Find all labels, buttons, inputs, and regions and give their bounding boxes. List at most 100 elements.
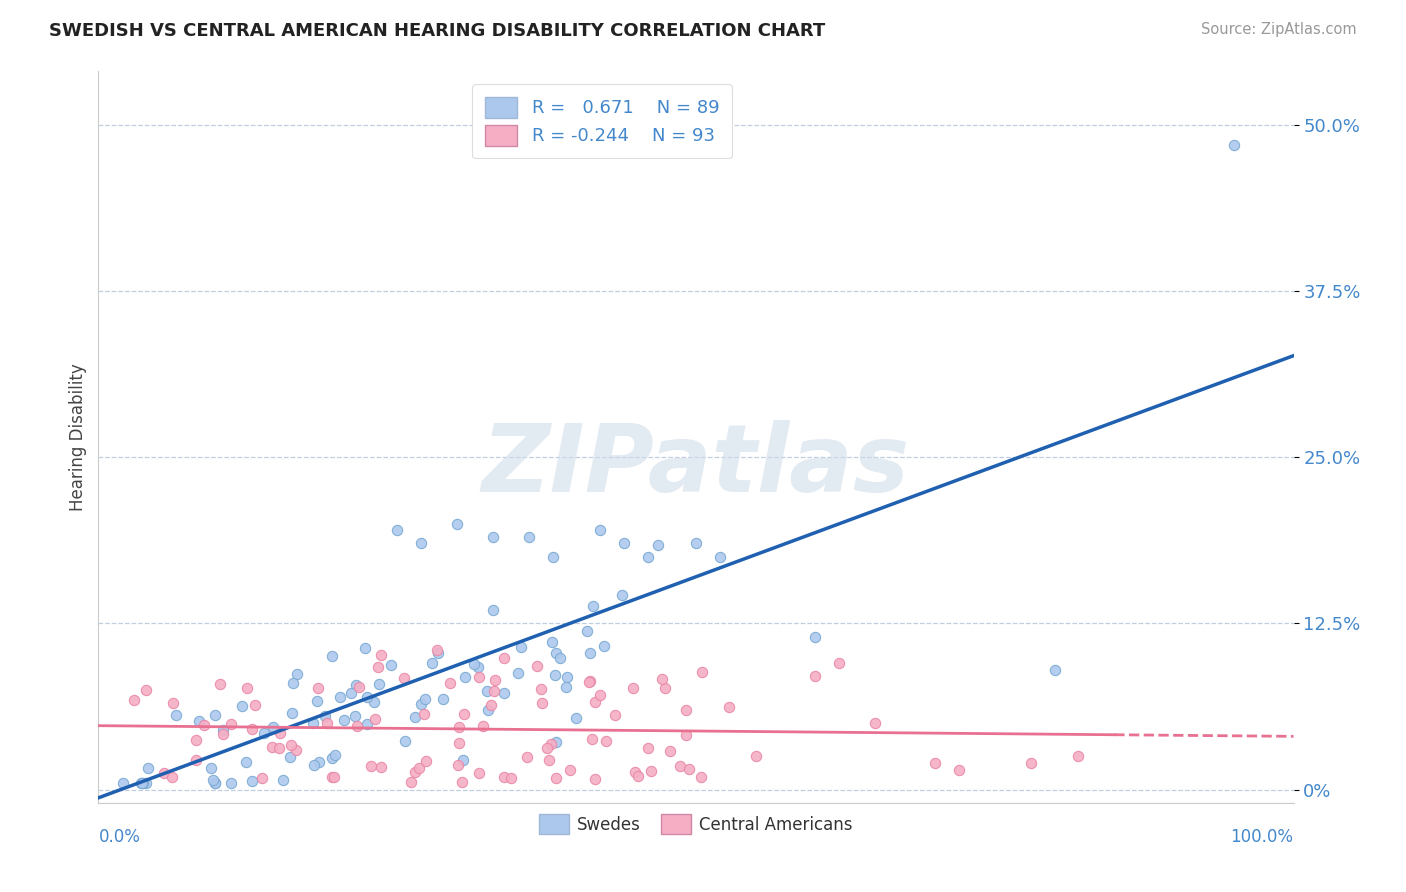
Point xyxy=(690,771,713,785)
Point xyxy=(136,760,159,774)
Point xyxy=(828,656,851,670)
Point xyxy=(273,773,295,788)
Point xyxy=(501,771,523,785)
Point xyxy=(212,723,235,737)
Point xyxy=(637,549,659,564)
Point xyxy=(280,738,302,752)
Point xyxy=(517,530,540,544)
Point xyxy=(427,646,450,660)
Point xyxy=(530,681,553,696)
Point xyxy=(481,530,505,544)
Point xyxy=(278,749,301,764)
Legend: Swedes, Central Americans: Swedes, Central Americans xyxy=(530,806,862,842)
Point xyxy=(370,760,392,774)
Point xyxy=(253,726,276,740)
Point xyxy=(411,697,433,711)
Point xyxy=(193,718,215,732)
Point xyxy=(482,684,505,698)
Point xyxy=(411,536,433,550)
Point xyxy=(595,734,617,748)
Point xyxy=(484,673,506,687)
Point xyxy=(404,710,426,724)
Point xyxy=(530,696,553,710)
Point xyxy=(589,523,612,537)
Point xyxy=(555,670,578,684)
Point xyxy=(321,770,343,784)
Text: 100.0%: 100.0% xyxy=(1230,828,1294,846)
Point xyxy=(250,771,273,785)
Point xyxy=(510,640,533,655)
Point xyxy=(804,669,827,683)
Point xyxy=(285,743,308,757)
Point xyxy=(356,717,378,731)
Point xyxy=(360,758,382,772)
Point xyxy=(235,755,257,769)
Point xyxy=(468,766,491,780)
Point xyxy=(321,751,343,765)
Point xyxy=(204,776,226,790)
Point xyxy=(626,769,648,783)
Point xyxy=(219,776,242,790)
Point xyxy=(267,740,290,755)
Point xyxy=(347,680,370,694)
Point xyxy=(439,676,461,690)
Point xyxy=(453,707,475,722)
Point xyxy=(678,762,700,776)
Point xyxy=(506,665,529,680)
Point xyxy=(446,516,468,531)
Point xyxy=(129,776,152,790)
Point xyxy=(583,695,606,709)
Point xyxy=(565,711,588,725)
Point xyxy=(302,758,325,772)
Point xyxy=(709,549,731,564)
Point xyxy=(576,624,599,638)
Point xyxy=(186,732,208,747)
Text: SWEDISH VS CENTRAL AMERICAN HEARING DISABILITY CORRELATION CHART: SWEDISH VS CENTRAL AMERICAN HEARING DISA… xyxy=(49,22,825,40)
Text: Source: ZipAtlas.com: Source: ZipAtlas.com xyxy=(1201,22,1357,37)
Point xyxy=(475,684,498,698)
Point xyxy=(308,756,330,770)
Point xyxy=(593,639,616,653)
Point xyxy=(690,665,713,679)
Point xyxy=(187,714,209,728)
Point xyxy=(481,603,503,617)
Point xyxy=(131,776,153,790)
Point xyxy=(329,690,352,704)
Point xyxy=(451,753,474,767)
Point xyxy=(651,673,673,687)
Point xyxy=(675,703,697,717)
Point xyxy=(647,538,669,552)
Point xyxy=(550,650,572,665)
Point xyxy=(454,670,477,684)
Point xyxy=(621,681,644,695)
Point xyxy=(544,734,567,748)
Point xyxy=(669,759,692,773)
Point xyxy=(467,660,489,674)
Point xyxy=(135,776,157,790)
Point xyxy=(413,692,436,706)
Point xyxy=(204,776,226,790)
Point xyxy=(301,716,323,731)
Point xyxy=(526,658,548,673)
Point xyxy=(346,718,368,732)
Point xyxy=(356,690,378,705)
Point xyxy=(111,776,134,790)
Point xyxy=(285,667,308,681)
Y-axis label: Hearing Disability: Hearing Disability xyxy=(69,363,87,511)
Point xyxy=(537,753,560,767)
Point xyxy=(516,749,538,764)
Point xyxy=(613,536,636,550)
Point xyxy=(948,763,970,777)
Point xyxy=(408,760,430,774)
Point xyxy=(160,770,183,784)
Point xyxy=(344,708,367,723)
Point xyxy=(588,688,610,702)
Point xyxy=(578,675,600,690)
Point xyxy=(122,693,145,707)
Point xyxy=(463,657,485,672)
Point xyxy=(307,681,329,695)
Point xyxy=(262,721,284,735)
Point xyxy=(1043,663,1066,677)
Point xyxy=(162,696,184,710)
Point xyxy=(412,707,434,722)
